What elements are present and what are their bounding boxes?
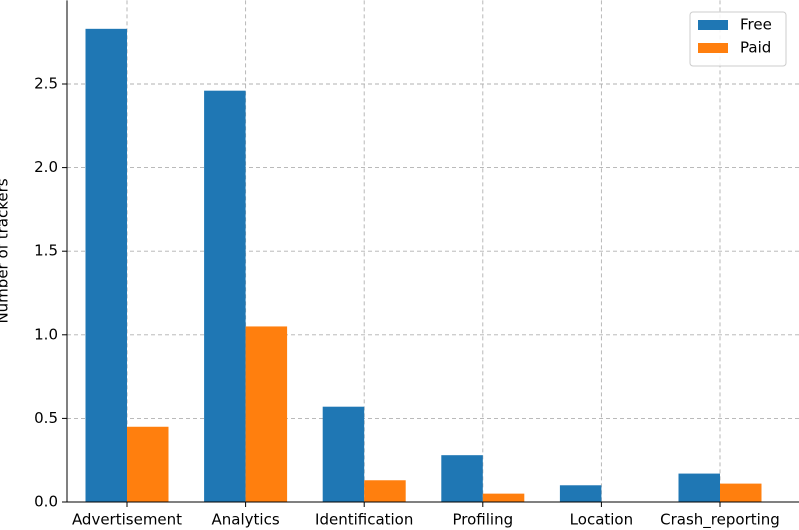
bar	[720, 483, 762, 502]
x-tick-label: Advertisement	[72, 511, 182, 529]
bar	[678, 473, 720, 502]
bar	[322, 406, 365, 502]
y-tick-label: 2.5	[34, 75, 58, 93]
legend-swatch	[698, 43, 728, 53]
x-tick-label: Profiling	[452, 511, 513, 529]
y-tick-label: 1.5	[34, 242, 58, 260]
x-tick-label: Crash_reporting	[660, 511, 780, 530]
legend-swatch	[698, 20, 728, 30]
bar	[364, 480, 406, 502]
y-tick-label: 0.0	[34, 493, 58, 511]
legend-label: Paid	[740, 39, 771, 57]
legend-label: Free	[740, 16, 772, 34]
y-tick-label: 0.5	[34, 409, 58, 427]
y-tick-label: 1.0	[34, 325, 58, 343]
bar	[204, 90, 246, 503]
bar	[441, 455, 483, 502]
x-tick-label: Identification	[315, 511, 413, 529]
bar	[559, 485, 602, 502]
bar	[482, 493, 525, 502]
bar	[85, 28, 127, 502]
y-axis-label: Number of trackers	[0, 178, 12, 323]
x-tick-label: Analytics	[212, 511, 280, 529]
x-tick-label: Location	[570, 511, 633, 529]
y-tick-label: 2.0	[34, 158, 58, 176]
bar	[127, 426, 169, 502]
bar	[245, 326, 288, 502]
